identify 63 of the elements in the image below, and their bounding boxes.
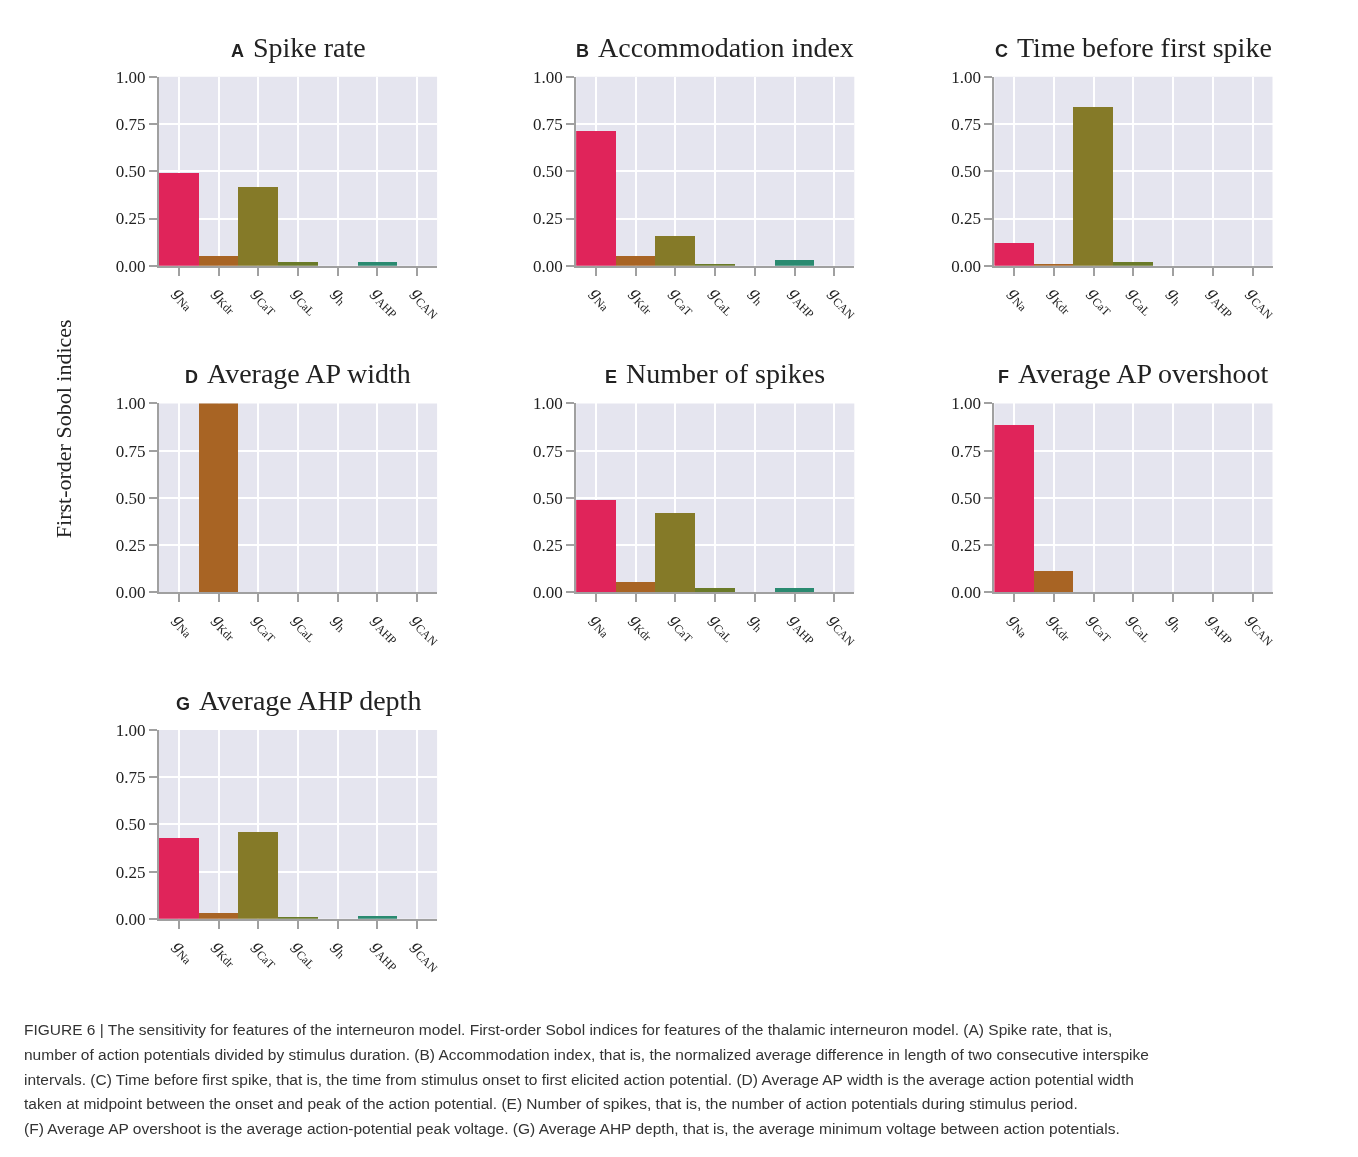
text: intervals. (C) Time before first spike, that is, the time from stimulus onset to first elicited action potential. (D) Average AP width is the average action potential width xyxy=(24,1071,1134,1088)
y-tick-label: 1.00 xyxy=(951,394,981,414)
bar xyxy=(695,588,736,593)
bar xyxy=(158,837,199,919)
bar xyxy=(655,235,696,266)
y-tick-label: 0.50 xyxy=(115,162,146,182)
y-tick-label: 0.50 xyxy=(115,815,146,835)
y-tick-label: 0.25 xyxy=(533,536,563,555)
y-tick-label: 0.50 xyxy=(115,488,146,508)
y-tick-label: 0.75 xyxy=(533,441,563,461)
bar xyxy=(237,831,278,919)
y-tick-label: 0.75 xyxy=(951,441,981,461)
y-tick-label: 0.00 xyxy=(115,583,146,603)
chart-title: E Number of spikes xyxy=(605,358,826,389)
bar xyxy=(616,255,656,266)
y-tick-label: 1.00 xyxy=(115,67,146,87)
y-tick-label: 0.50 xyxy=(951,488,981,508)
chart-title: B Accommodation index xyxy=(576,32,854,63)
y-tick-label: 0.25 xyxy=(115,536,146,555)
y-tick-label: 0.50 xyxy=(533,162,563,182)
y-tick-label: 1.00 xyxy=(115,720,146,740)
y-tick-label: 0.00 xyxy=(951,256,981,276)
text: (F) Average AP overshoot is the average action-potential peak voltage. (G) Average AHP depth, that is, the average minimum voltage between action potentials. xyxy=(24,1120,1120,1137)
y-tick-label: 0.50 xyxy=(533,488,563,508)
chart-title: D Average AP width xyxy=(185,358,411,389)
chart-title: F Average AP overshoot xyxy=(998,358,1269,389)
y-tick-label: 1.00 xyxy=(533,394,563,414)
y-tick-label: 0.25 xyxy=(115,862,146,882)
y-tick-label: 0.75 xyxy=(115,441,146,461)
bar xyxy=(158,172,199,266)
chart-title: G Average AHP depth xyxy=(176,685,422,716)
y-tick-label: 1.00 xyxy=(115,394,146,414)
chart-title: A Spike rate xyxy=(231,32,366,63)
y-tick-label: 0.00 xyxy=(115,909,146,929)
bar xyxy=(994,242,1035,266)
bar xyxy=(655,513,696,593)
bar xyxy=(576,130,617,266)
text: taken at midpoint between the onset and peak of the action potential. (E) Number of spikes, that is, the number of action potentials during stimulus period. xyxy=(24,1095,1078,1112)
y-axis-title: First-order Sobol indices xyxy=(51,319,77,539)
y-tick-label: 0.50 xyxy=(951,162,981,182)
bar xyxy=(1073,106,1114,266)
bar xyxy=(616,582,656,593)
y-tick-label: 0.00 xyxy=(533,256,563,276)
y-tick-label: 0.75 xyxy=(533,115,563,135)
y-tick-label: 1.00 xyxy=(533,67,563,87)
y-tick-label: 0.00 xyxy=(951,583,981,603)
y-tick-label: 0.00 xyxy=(533,583,563,603)
bar xyxy=(198,255,238,266)
bar xyxy=(775,588,815,593)
y-tick-label: 0.25 xyxy=(951,209,981,229)
y-tick-label: 0.25 xyxy=(951,536,981,555)
y-tick-label: 0.75 xyxy=(951,115,981,135)
bar xyxy=(237,186,278,266)
chart-title: C Time before first spike xyxy=(995,32,1272,63)
y-tick-label: 1.00 xyxy=(951,67,981,87)
y-tick-label: 0.25 xyxy=(533,209,563,229)
caption: FIGURE 6 | The sensitivity for features of the interneuron model. First-order Sobol indices for features of the thalamic interneuron model. (A) Spike rate, that is, xyxy=(24,1021,1113,1038)
y-tick-label: 0.75 xyxy=(115,768,146,788)
y-tick-label: 0.00 xyxy=(115,256,146,276)
text: number of action potentials divided by stimulus duration. (B) Accommodation index, that is, the normalized average difference in length of two consecutive interspike xyxy=(24,1046,1149,1063)
y-tick-label: 0.75 xyxy=(115,115,146,135)
y-tick-label: 0.25 xyxy=(115,209,146,229)
bar xyxy=(576,500,617,593)
